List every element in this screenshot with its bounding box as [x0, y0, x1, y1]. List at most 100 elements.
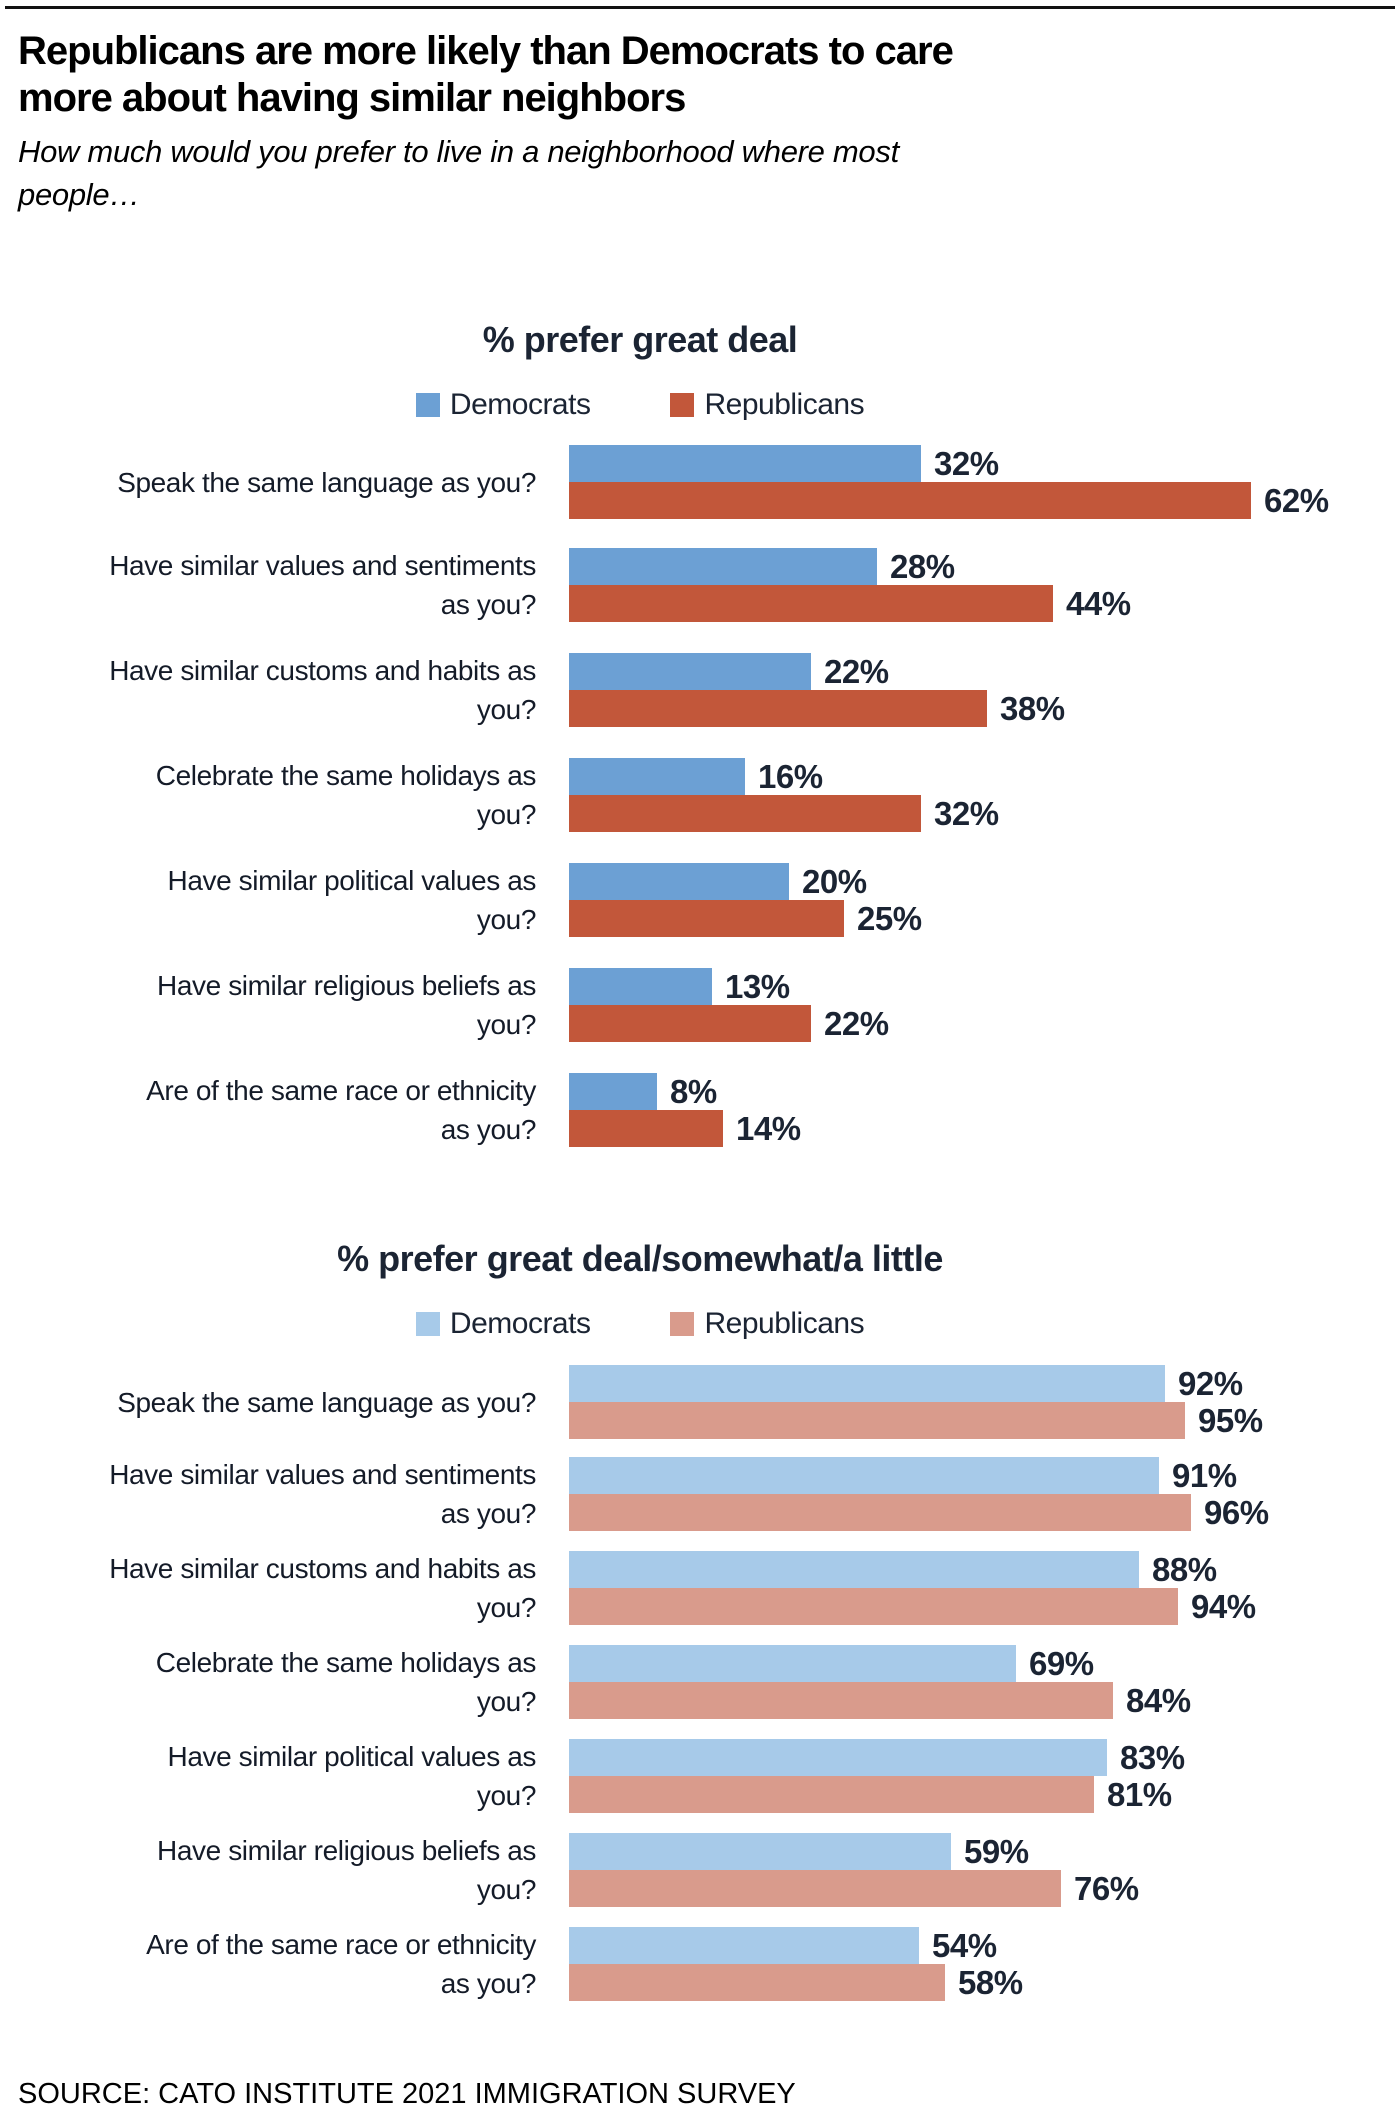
bar-democrats: [569, 1551, 1139, 1588]
category-row: Have similar values and sentiments as yo…: [0, 1455, 1400, 1533]
bar-republicans: [569, 482, 1251, 519]
bar-pair: 54% 58%: [569, 1927, 1023, 2001]
bar-pair: 28% 44%: [569, 548, 1131, 622]
bar-pair: 92% 95%: [569, 1365, 1263, 1439]
value-label-democrats: 59%: [964, 1833, 1029, 1870]
bar-line-democrats: 22%: [569, 653, 1065, 690]
bar-pair: 88% 94%: [569, 1551, 1256, 1625]
value-label-republicans: 22%: [824, 1005, 889, 1042]
chart-title: % prefer great deal: [482, 319, 798, 360]
legend-swatch-democrats: [415, 393, 440, 417]
bar-pair: 69% 84%: [569, 1645, 1191, 1719]
category-label-text: Speak the same language as you?: [117, 466, 536, 498]
bar-line-republicans: 32%: [569, 795, 999, 832]
category-row: Have similar religious beliefs as you? 59…: [0, 1831, 1400, 1909]
category-label-text: Have similar political values as you?: [167, 1741, 537, 1811]
bar-line-republicans: 94%: [569, 1588, 1256, 1625]
chart-header: % prefer great deal Democrats Republicans: [0, 318, 1280, 422]
value-label-republicans: 81%: [1107, 1776, 1172, 1813]
chart-rows: Speak the same language as you? 32% 62% Hav…: [0, 445, 1400, 1149]
category-label-text: Have similar customs and habits as you?: [109, 1553, 536, 1623]
category-row: Are of the same race or ethnicity as you…: [0, 1071, 1400, 1149]
category-label: Are of the same race or ethnicity as you…: [0, 1925, 536, 2003]
value-label-democrats: 69%: [1029, 1645, 1094, 1682]
category-label-text: Have similar customs and habits as you?: [109, 655, 536, 725]
value-label-democrats: 54%: [932, 1927, 997, 1964]
bar-line-democrats: 88%: [569, 1551, 1256, 1588]
category-label: Have similar customs and habits as you?: [0, 1549, 536, 1627]
category-label-text: Have similar religious beliefs as you?: [157, 970, 536, 1040]
legend-swatch-republicans: [670, 1312, 695, 1336]
legend-item-democrats: Democrats: [415, 1307, 591, 1341]
category-label-text: Are of the same race or ethnicity as you…: [146, 1075, 536, 1145]
chart-prefer-great-deal-somewhat-little: % prefer great deal/somewhat/a little De…: [0, 1237, 1400, 2003]
bar-democrats: [569, 1739, 1107, 1776]
bar-line-republicans: 44%: [569, 585, 1131, 622]
category-row: Have similar values and sentiments as yo…: [0, 546, 1400, 624]
value-label-democrats: 8%: [670, 1073, 717, 1110]
value-label-republicans: 25%: [857, 900, 922, 937]
legend-label-republicans: Republicans: [704, 388, 865, 421]
category-label: Have similar values and sentiments as yo…: [0, 546, 536, 624]
bar-republicans: [569, 1494, 1191, 1531]
category-row: Celebrate the same holidays as you? 16% 32…: [0, 756, 1400, 834]
chart-prefer-great-deal: % prefer great deal Democrats Republicans…: [0, 318, 1400, 1149]
legend-swatch-democrats: [415, 1312, 440, 1336]
category-label: Celebrate the same holidays as you?: [0, 1643, 537, 1721]
legend-label-democrats: Democrats: [449, 388, 591, 421]
legend-swatch-republicans: [670, 393, 695, 417]
bar-line-democrats: 28%: [569, 548, 1131, 585]
bar-democrats: [569, 445, 921, 482]
bar-republicans: [569, 585, 1053, 622]
category-label: Have similar political values as you?: [0, 1737, 537, 1815]
category-label: Celebrate the same holidays as you?: [0, 756, 537, 834]
value-label-republicans: 32%: [934, 795, 999, 832]
value-label-republicans: 62%: [1264, 482, 1329, 519]
bar-republicans: [569, 1402, 1185, 1439]
bar-pair: 32% 62%: [569, 445, 1329, 519]
bar-line-republicans: 81%: [569, 1776, 1185, 1813]
category-row: Have similar political values as you? 20%…: [0, 861, 1400, 939]
bar-line-republicans: 25%: [569, 900, 922, 937]
chart-legend: Democrats Republicans: [0, 1307, 1280, 1341]
bar-line-republicans: 95%: [569, 1402, 1263, 1439]
category-row: Speak the same language as you? 32% 62%: [0, 445, 1400, 519]
legend-item-democrats: Democrats: [415, 388, 591, 422]
value-label-republicans: 95%: [1198, 1402, 1263, 1439]
bar-republicans: [569, 795, 921, 832]
bar-democrats: [569, 1073, 657, 1110]
bar-line-democrats: 13%: [569, 968, 889, 1005]
legend-item-republicans: Republicans: [670, 388, 865, 422]
bar-democrats: [569, 863, 789, 900]
bar-line-democrats: 83%: [569, 1739, 1185, 1776]
category-row: Celebrate the same holidays as you? 69% 84…: [0, 1643, 1400, 1721]
bar-pair: 59% 76%: [569, 1833, 1139, 1907]
bar-republicans: [569, 1005, 811, 1042]
bar-line-democrats: 8%: [569, 1073, 801, 1110]
category-label-text: Celebrate the same holidays as you?: [155, 760, 537, 830]
category-label-text: Have similar values and sentiments as yo…: [109, 550, 536, 620]
bar-line-democrats: 16%: [569, 758, 999, 795]
bar-republicans: [569, 1776, 1094, 1813]
bar-pair: 83% 81%: [569, 1739, 1185, 1813]
category-label: Have similar religious beliefs as you?: [0, 966, 536, 1044]
value-label-republicans: 96%: [1204, 1494, 1269, 1531]
bar-pair: 13% 22%: [569, 968, 889, 1042]
bar-pair: 91% 96%: [569, 1457, 1269, 1531]
category-row: Speak the same language as you? 92% 95%: [0, 1365, 1400, 1439]
source-line: SOURCE: CATO INSTITUTE 2021 IMMIGRATION …: [18, 2078, 796, 2110]
chart-rows: Speak the same language as you? 92% 95% Hav…: [0, 1365, 1400, 2003]
bar-line-republicans: 84%: [569, 1682, 1191, 1719]
value-label-democrats: 91%: [1172, 1457, 1237, 1494]
bar-democrats: [569, 1645, 1016, 1682]
category-row: Have similar customs and habits as you? 2…: [0, 651, 1400, 729]
value-label-republicans: 44%: [1066, 585, 1131, 622]
bar-republicans: [569, 1110, 723, 1147]
bar-line-democrats: 32%: [569, 445, 1329, 482]
bar-line-republicans: 76%: [569, 1870, 1139, 1907]
bar-republicans: [569, 900, 844, 937]
bar-republicans: [569, 1682, 1113, 1719]
bar-democrats: [569, 968, 712, 1005]
category-label: Speak the same language as you?: [0, 463, 536, 502]
